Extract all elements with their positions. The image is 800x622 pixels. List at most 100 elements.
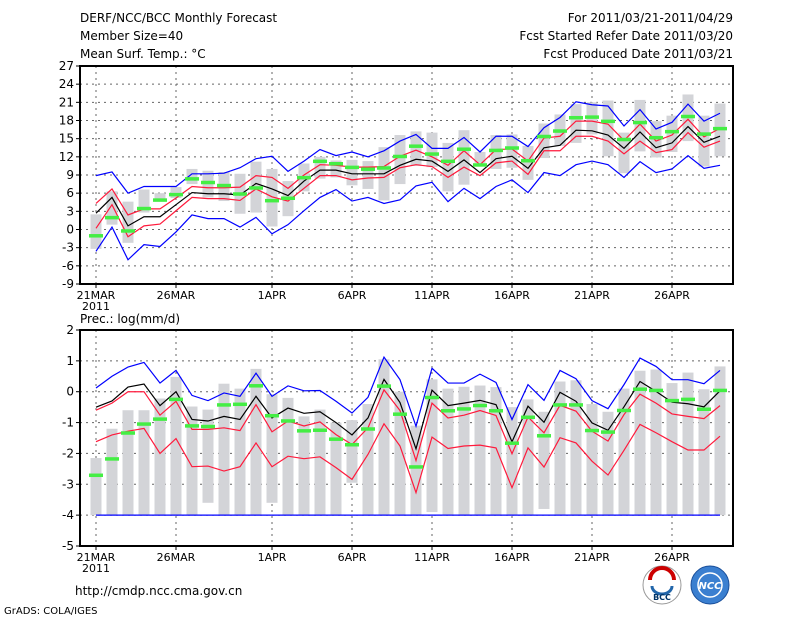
x-tick-label: 21MAR xyxy=(77,551,116,564)
y-tick-label: 12 xyxy=(59,150,74,164)
y-tick-label: -2 xyxy=(62,446,74,460)
y-tick-label: 3 xyxy=(66,204,74,218)
ensemble-range-bar xyxy=(122,201,134,243)
median-marker xyxy=(649,135,663,140)
median-marker xyxy=(697,132,711,136)
ensemble-range-bar xyxy=(682,372,694,516)
ensemble-range-bar xyxy=(362,404,374,516)
y-tick-label: 21 xyxy=(59,95,74,109)
ensemble-range-bar xyxy=(442,388,454,516)
ensemble-range-bar xyxy=(698,389,710,516)
ensemble-range-bar xyxy=(650,369,662,516)
x-tick-label: 6APR xyxy=(338,289,367,302)
median-marker xyxy=(345,442,359,447)
y-tick-label: 15 xyxy=(59,132,74,146)
x-tick-label: 26APR xyxy=(654,551,690,564)
ensemble-range-bar xyxy=(602,411,614,516)
median-marker xyxy=(217,403,231,407)
median-marker xyxy=(457,147,471,151)
ensemble-range-bar xyxy=(314,156,326,179)
upper-percentile-line xyxy=(95,118,721,216)
median-marker xyxy=(409,465,423,469)
y-tick-label: 2 xyxy=(66,323,74,337)
ensemble-range-bar xyxy=(410,131,422,166)
median-marker xyxy=(105,457,119,461)
ensemble-range-bar xyxy=(426,132,438,168)
y-tick-label: 0 xyxy=(66,385,74,399)
x-tick-label: 26APR xyxy=(654,289,690,302)
median-marker xyxy=(393,412,407,416)
median-marker xyxy=(441,159,455,164)
lower-extreme-line xyxy=(95,154,721,261)
produced-date: Fcst Produced Date 2011/03/21 xyxy=(543,47,733,61)
median-marker xyxy=(457,407,471,411)
median-marker xyxy=(585,428,599,433)
median-marker xyxy=(297,429,311,433)
y-tick-label: -5 xyxy=(62,539,74,553)
ensemble-range-bar xyxy=(698,115,710,167)
ensemble-range-bar xyxy=(362,161,374,189)
ensemble-range-bar xyxy=(458,386,470,516)
ncc-logo: NCC xyxy=(690,565,730,605)
median-marker xyxy=(329,161,343,166)
bcc-logo: BCC xyxy=(642,565,682,605)
median-marker xyxy=(393,154,407,159)
ensemble-range-bar xyxy=(298,416,310,516)
median-marker xyxy=(569,115,583,120)
forecast-period: For 2011/03/21-2011/04/29 xyxy=(568,11,733,25)
x-tick-label: 16APR xyxy=(494,289,530,302)
ensemble-range-bar xyxy=(138,410,150,516)
median-marker xyxy=(137,422,151,426)
median-marker xyxy=(649,388,663,393)
median-marker xyxy=(521,158,535,163)
footer-credit: GrADS: COLA/IGES xyxy=(4,606,98,617)
ensemble-range-bar xyxy=(506,407,518,516)
y-tick-label: -1 xyxy=(62,416,74,430)
median-marker xyxy=(249,186,263,190)
median-marker xyxy=(89,473,103,478)
ensemble-range-bar xyxy=(522,145,534,180)
ensemble-range-bar xyxy=(602,100,614,157)
median-marker xyxy=(537,134,551,139)
median-marker xyxy=(585,115,599,119)
ensemble-range-bar xyxy=(218,383,230,516)
upper-extreme-line xyxy=(95,101,721,194)
temperature-panel: -9 -6 -3 0 3 6 9 12 15 18 21 24 27 21MAR 26MAR 1APR 6APR… xyxy=(59,59,734,313)
ensemble-range-bar xyxy=(538,411,550,509)
median-marker xyxy=(297,175,311,180)
y-tick-label: -6 xyxy=(62,259,74,273)
ensemble-range-bar xyxy=(410,425,422,516)
x-tick-label: 6APR xyxy=(338,551,367,564)
y-tick-label: -3 xyxy=(62,241,74,255)
median-marker xyxy=(121,431,135,435)
x-tick-label: 26MAR xyxy=(157,551,196,564)
ensemble-range-bar xyxy=(474,151,486,163)
ensemble-range-bar xyxy=(170,376,182,516)
year-label: 2011 xyxy=(82,562,110,575)
y-tick-label: -4 xyxy=(62,508,74,522)
ensemble-range-bar xyxy=(426,379,438,513)
median-marker xyxy=(153,417,167,421)
median-marker xyxy=(313,159,327,164)
ensemble-range-bar xyxy=(186,406,198,516)
median-marker xyxy=(201,180,215,185)
ensemble-range-bar xyxy=(90,214,102,249)
ensemble-range-bar xyxy=(474,385,486,516)
footer-url: http://cmdp.ncc.cma.gov.cn xyxy=(75,584,242,598)
ensemble-range-bar xyxy=(666,115,678,152)
median-marker xyxy=(217,183,231,188)
median-marker xyxy=(313,428,327,432)
median-marker xyxy=(361,427,375,431)
ensemble-range-bar xyxy=(666,383,678,516)
median-marker xyxy=(553,403,567,407)
median-marker xyxy=(425,395,439,400)
ensemble-range-bar xyxy=(570,104,582,143)
median-marker xyxy=(601,430,615,434)
ensemble-range-bar xyxy=(90,458,102,516)
x-tick-label: 26MAR xyxy=(157,289,196,302)
median-marker xyxy=(185,424,199,428)
median-marker xyxy=(409,144,423,148)
median-marker xyxy=(281,419,295,423)
median-marker xyxy=(441,409,455,413)
